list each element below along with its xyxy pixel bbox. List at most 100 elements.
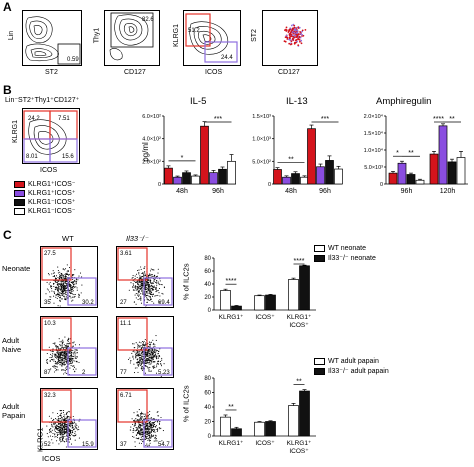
- event-dot: [152, 295, 154, 297]
- event-dot: [55, 366, 57, 368]
- event-dot: [54, 280, 57, 282]
- event-dot: [151, 282, 153, 284]
- event-dot: [70, 424, 72, 426]
- event-dot: [140, 285, 142, 287]
- event-dot: [139, 360, 142, 362]
- event-dot: [62, 418, 64, 420]
- event-dot: [59, 345, 61, 347]
- legend-label: KLRG1⁺ICOS⁻: [28, 181, 76, 188]
- event-dot: [67, 270, 70, 272]
- event-dot: [133, 343, 135, 345]
- event-dot: [137, 371, 139, 373]
- overlay-dot: [297, 26, 300, 29]
- event-dot: [145, 355, 147, 357]
- ylabel-st2: ST2: [250, 29, 258, 42]
- event-dot: [54, 425, 56, 427]
- y-tick-label: 1.0×10³: [252, 137, 271, 143]
- event-dot: [134, 353, 137, 355]
- event-dot: [63, 429, 66, 431]
- event-dot: [50, 428, 52, 430]
- event-dot: [153, 354, 155, 356]
- event-dot: [153, 280, 155, 282]
- event-dot: [148, 438, 150, 440]
- event-dot: [145, 359, 147, 361]
- event-dot: [145, 424, 147, 426]
- event-dot: [63, 269, 65, 271]
- bar: [182, 172, 191, 185]
- event-dot: [149, 281, 151, 283]
- event-dot: [70, 443, 73, 445]
- event-dot: [55, 296, 57, 298]
- event-dot: [142, 293, 144, 295]
- event-dot: [146, 443, 148, 445]
- event-dot: [145, 306, 147, 308]
- event-dot: [60, 298, 62, 300]
- event-dot: [71, 274, 74, 276]
- event-dot: [136, 276, 138, 279]
- overlay-dot: [291, 28, 294, 31]
- event-dot: [58, 357, 60, 359]
- event-dot: [61, 278, 63, 280]
- gate-red: [117, 247, 148, 281]
- bar: [265, 421, 276, 437]
- event-dot: [141, 411, 143, 413]
- overlay-dot: [299, 40, 301, 43]
- y-tick-label: 0: [208, 308, 212, 314]
- y-tick-label: 5.0×10³: [364, 165, 383, 171]
- event-dot: [51, 429, 53, 431]
- event-dot: [135, 273, 138, 275]
- event-dot: [137, 280, 139, 282]
- event-dot: [153, 355, 155, 357]
- bar: [288, 279, 299, 311]
- gate-value-bl: 87: [44, 370, 51, 376]
- x-category-label: ICOS⁺: [255, 440, 275, 447]
- event-dot: [150, 430, 152, 432]
- event-dot: [61, 363, 64, 365]
- event-dot: [69, 363, 71, 365]
- event-dot: [58, 423, 61, 425]
- overlay-dot: [292, 37, 294, 40]
- event-dot: [154, 436, 157, 438]
- event-dot: [65, 273, 67, 275]
- event-dot: [151, 357, 153, 359]
- event-dot: [61, 438, 63, 440]
- event-dot: [59, 433, 61, 435]
- event-dot: [152, 293, 154, 295]
- event-dot: [52, 432, 54, 435]
- event-dot: [134, 419, 136, 421]
- event-dot: [140, 362, 142, 364]
- event-dot: [148, 293, 150, 295]
- event-dot: [56, 427, 58, 429]
- event-dot: [152, 357, 154, 359]
- event-dot: [154, 437, 156, 439]
- event-dot: [52, 435, 54, 438]
- event-dot: [152, 286, 154, 288]
- event-dot: [137, 347, 139, 349]
- event-dot: [137, 345, 139, 347]
- gate-value-bl: 52: [44, 442, 51, 448]
- event-dot: [62, 339, 64, 341]
- event-dot: [78, 344, 81, 346]
- event-dot: [147, 299, 149, 301]
- event-dot: [58, 297, 61, 299]
- event-dot: [150, 341, 153, 343]
- event-dot: [61, 298, 63, 300]
- event-dot: [60, 282, 62, 284]
- event-dot: [148, 299, 150, 302]
- event-dot: [71, 281, 73, 284]
- event-dot: [162, 430, 164, 432]
- event-dot: [147, 345, 149, 347]
- event-dot: [64, 356, 66, 359]
- event-dot: [161, 359, 163, 361]
- event-dot: [141, 416, 143, 418]
- event-dot: [153, 348, 156, 350]
- event-dot: [64, 289, 66, 291]
- event-dot: [141, 282, 143, 284]
- event-dot: [56, 424, 58, 426]
- event-dot: [63, 420, 65, 422]
- event-dot: [63, 369, 65, 371]
- event-dot: [60, 412, 63, 414]
- event-dot: [60, 424, 62, 426]
- gate-red: [117, 389, 148, 423]
- event-dot: [142, 441, 144, 443]
